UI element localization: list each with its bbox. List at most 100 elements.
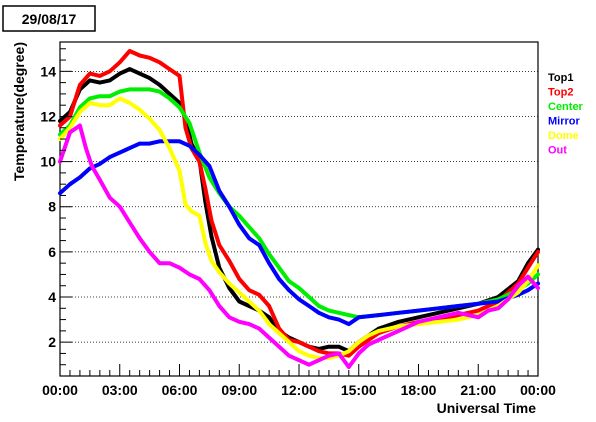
data-point-dome xyxy=(257,308,262,313)
data-point-top2 xyxy=(227,259,232,263)
data-point-top2 xyxy=(237,277,242,281)
x-tick-label: 09:00 xyxy=(221,382,257,398)
data-point-top2 xyxy=(78,83,82,87)
data-point-out xyxy=(506,297,510,302)
data-point-mirror xyxy=(227,204,232,209)
data-point-center xyxy=(108,94,112,98)
data-point-out xyxy=(347,365,351,369)
data-point-dome xyxy=(247,299,251,304)
data-point-dome xyxy=(396,324,401,329)
data-point-out xyxy=(167,261,172,266)
data-point-top2 xyxy=(526,265,530,270)
data-point-center xyxy=(536,272,540,277)
data-point-dome xyxy=(78,110,82,114)
data-point-top2 xyxy=(157,60,162,65)
x-tick-label: 00:00 xyxy=(520,382,556,398)
data-point-top1 xyxy=(88,78,92,83)
data-point-mirror xyxy=(376,313,381,317)
data-point-dome xyxy=(536,263,540,268)
y-tick-label: 14 xyxy=(40,63,56,79)
data-point-top2 xyxy=(307,344,311,349)
data-point-mirror xyxy=(476,302,481,306)
data-point-out xyxy=(426,317,431,322)
data-point-mirror xyxy=(127,146,132,150)
data-point-dome xyxy=(118,96,122,101)
data-point-mirror xyxy=(257,243,262,247)
data-point-top2 xyxy=(317,349,321,354)
data-point-center xyxy=(98,94,102,98)
data-point-out xyxy=(147,250,152,254)
data-point-top1 xyxy=(137,71,142,76)
data-point-out xyxy=(187,272,192,277)
data-point-out xyxy=(98,177,102,182)
data-point-dome xyxy=(297,349,301,354)
data-point-mirror xyxy=(327,315,331,320)
data-point-out xyxy=(376,338,381,342)
data-point-top2 xyxy=(137,53,142,58)
data-point-top2 xyxy=(366,338,371,342)
plot-frame xyxy=(59,41,539,377)
data-point-mirror xyxy=(197,153,202,157)
data-point-out xyxy=(267,335,271,340)
data-point-mirror xyxy=(147,141,152,146)
data-point-top2 xyxy=(209,218,214,223)
x-tick-label: 00:00 xyxy=(42,382,78,398)
data-point-dome xyxy=(197,214,202,218)
data-point-top2 xyxy=(167,67,172,71)
data-point-center xyxy=(137,87,142,92)
data-point-top2 xyxy=(476,308,481,313)
legend-entry-out: Out xyxy=(548,145,567,157)
legend-entry-dome: Dome xyxy=(548,130,579,142)
data-point-top1 xyxy=(337,344,341,349)
data-point-top2 xyxy=(58,123,62,128)
data-point-out xyxy=(396,329,401,333)
x-tick-label: 12:00 xyxy=(281,382,317,398)
data-point-center xyxy=(307,295,311,299)
data-point-top2 xyxy=(217,243,222,247)
data-point-mirror xyxy=(456,304,461,308)
data-point-top1 xyxy=(108,78,112,83)
data-point-out xyxy=(317,358,321,363)
x-tick-label: 15:00 xyxy=(341,382,377,398)
data-point-top2 xyxy=(108,69,112,74)
data-point-out xyxy=(366,342,371,347)
data-point-top2 xyxy=(347,353,351,358)
data-point-mirror xyxy=(496,299,501,304)
data-point-out xyxy=(207,288,212,293)
data-point-mirror xyxy=(217,189,222,193)
data-point-mirror xyxy=(207,164,212,168)
data-point-out xyxy=(446,313,451,317)
data-point-top2 xyxy=(183,126,188,130)
legend-entry-mirror: Mirror xyxy=(548,116,581,128)
data-point-out xyxy=(197,277,202,281)
data-point-out xyxy=(526,274,530,279)
data-point-dome xyxy=(203,241,208,245)
data-point-mirror xyxy=(167,139,172,144)
data-point-top2 xyxy=(197,159,202,164)
data-point-top1 xyxy=(327,344,331,349)
data-point-out xyxy=(416,320,421,324)
data-point-center xyxy=(127,87,132,92)
data-point-center xyxy=(327,308,331,313)
data-point-mirror xyxy=(287,288,291,293)
data-point-dome xyxy=(237,290,242,295)
data-point-top2 xyxy=(88,71,92,76)
data-point-mirror xyxy=(277,277,281,281)
data-point-top1 xyxy=(167,92,172,96)
data-point-dome xyxy=(177,168,182,173)
data-point-top2 xyxy=(177,74,182,78)
data-point-dome xyxy=(157,128,162,132)
data-point-top1 xyxy=(436,311,441,315)
data-point-dome xyxy=(227,281,232,286)
x-tick-label: 03:00 xyxy=(102,382,138,398)
data-point-out xyxy=(277,344,281,349)
data-point-dome xyxy=(516,290,520,295)
data-point-mirror xyxy=(436,306,441,311)
data-point-out xyxy=(84,146,88,150)
data-point-center xyxy=(118,89,122,94)
data-point-dome xyxy=(436,320,441,324)
data-point-out xyxy=(78,123,82,128)
data-point-mirror xyxy=(317,311,321,315)
data-point-mirror xyxy=(297,297,301,302)
data-point-dome xyxy=(98,103,102,107)
